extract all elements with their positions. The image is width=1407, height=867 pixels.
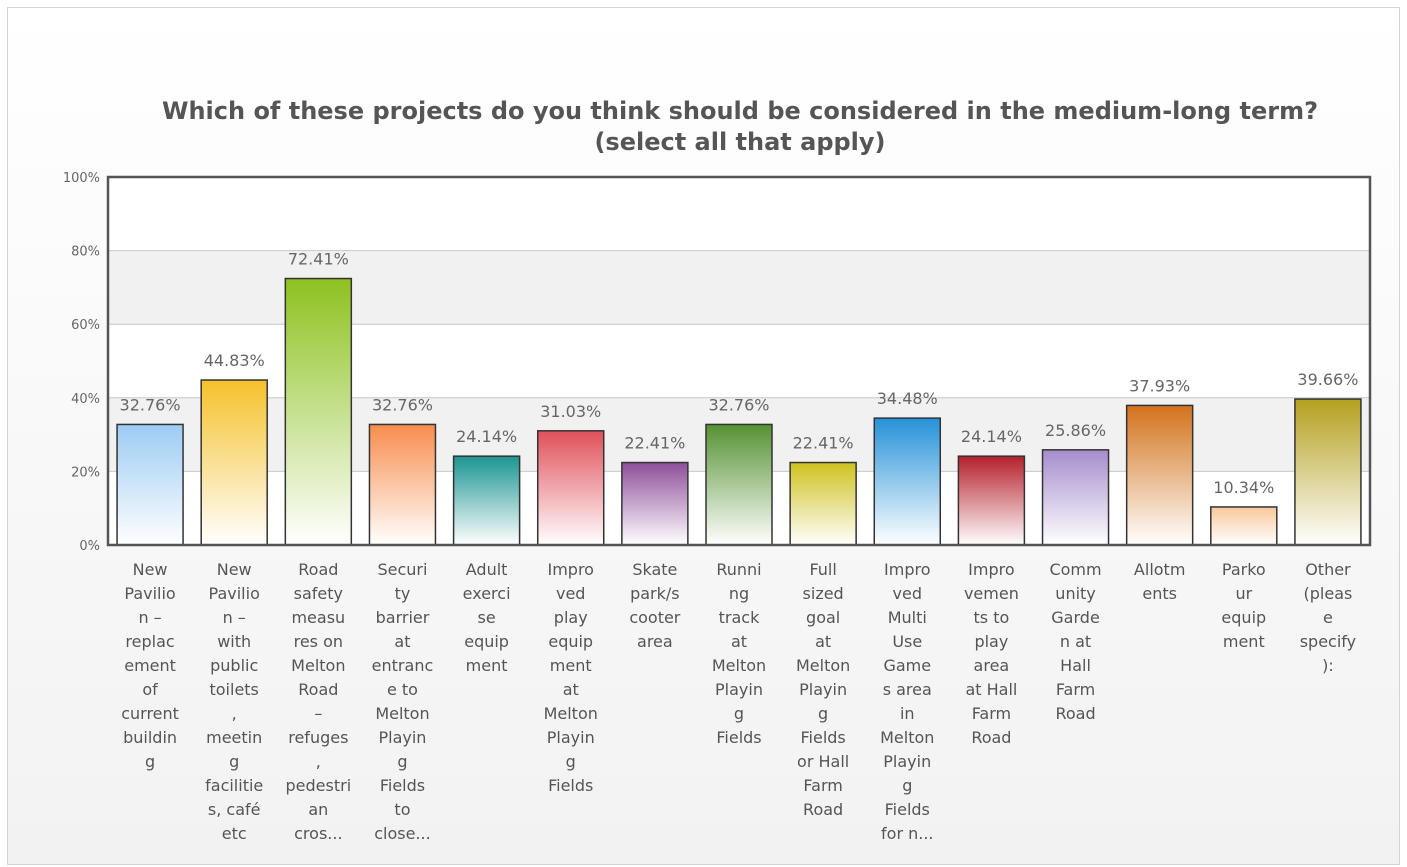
y-tick-label: 80% [71, 245, 100, 260]
data-label: 25.86% [1045, 421, 1106, 440]
data-label: 32.76% [708, 395, 769, 414]
y-tick-label: 60% [71, 318, 100, 333]
category-label: Runni ng track at Melton Playin g Fields [712, 560, 766, 747]
category-label: Impro vemen ts to play area at Hall Farm Road [964, 560, 1019, 747]
category-label: Impro ved play equip ment at Melton Playin g Fiel… [544, 560, 598, 795]
bar[interactable] [1041, 449, 1110, 546]
bar[interactable] [621, 461, 689, 546]
data-label: 10.34% [1213, 478, 1274, 497]
data-label: 22.41% [624, 434, 685, 453]
data-label: 32.76% [372, 395, 433, 414]
category-label: Securi ty barrier at entranc e to Melton Playin… [372, 560, 434, 843]
chart-subtitle: (select all that apply) [594, 128, 885, 156]
bar[interactable] [1125, 404, 1194, 546]
category-label: New Pavilio n – with public toilets, meetin g fa… [205, 560, 263, 843]
data-label: 24.14% [961, 427, 1022, 446]
category-label: Full sized goal at Melton Playin g Fields or Hal… [796, 560, 850, 819]
bar[interactable] [200, 379, 268, 546]
data-label: 31.03% [540, 402, 601, 421]
data-label: 37.93% [1129, 376, 1190, 395]
data-label: 34.48% [877, 389, 938, 408]
bar[interactable] [789, 461, 857, 546]
category-label: Impro ved Multi Use Game s area in Melton Playin… [880, 560, 934, 843]
bar[interactable] [1294, 398, 1362, 546]
bars [116, 277, 1362, 546]
category-label: Road safety measu res on Melton Road – refuges,… [286, 560, 352, 843]
category-label: Other (pleas e specify): [1300, 560, 1356, 675]
data-label: 32.76% [120, 395, 181, 414]
data-label: 72.41% [288, 250, 349, 269]
plot-band [108, 177, 1370, 251]
category-label: Skate park/s cooter area [629, 560, 680, 651]
data-label: 24.14% [456, 427, 517, 446]
category-labels: New Pavilio n – replac ement of current buildin… [121, 560, 1356, 843]
bar[interactable] [873, 417, 942, 546]
data-label: 22.41% [793, 434, 854, 453]
bar[interactable] [284, 277, 353, 546]
data-label: 39.66% [1297, 370, 1358, 389]
y-tick-label: 100% [63, 171, 100, 186]
chart-title: Which of these projects do you think sho… [162, 97, 1318, 125]
data-labels: 32.76% 44.83% 72.41% 32.76% 24.14% 31.03% 22.4… [120, 250, 1359, 497]
bar[interactable] [452, 455, 521, 546]
y-tick-label: 20% [71, 465, 100, 480]
category-label: Parko ur equip ment [1221, 560, 1266, 651]
category-label: Comm unity Garde n at Hall Farm Road [1049, 560, 1101, 723]
category-label: Allotm ents [1134, 560, 1185, 603]
bar[interactable] [1210, 506, 1278, 546]
category-label: Adult exerci se equip ment [463, 560, 511, 675]
y-tick-label: 40% [71, 392, 100, 407]
bar[interactable] [536, 430, 605, 546]
data-label: 44.83% [204, 351, 265, 370]
bar[interactable] [368, 423, 437, 546]
bar[interactable] [705, 423, 773, 546]
y-tick-label: 0% [79, 539, 100, 554]
bar[interactable] [957, 455, 1026, 546]
bar[interactable] [116, 423, 184, 546]
category-label: New Pavilio n – replac ement of current buildin… [121, 560, 179, 771]
y-axis-ticks: 0% 20% 40% 60% 80% 100% [63, 171, 100, 554]
plot-border [106, 175, 1372, 547]
